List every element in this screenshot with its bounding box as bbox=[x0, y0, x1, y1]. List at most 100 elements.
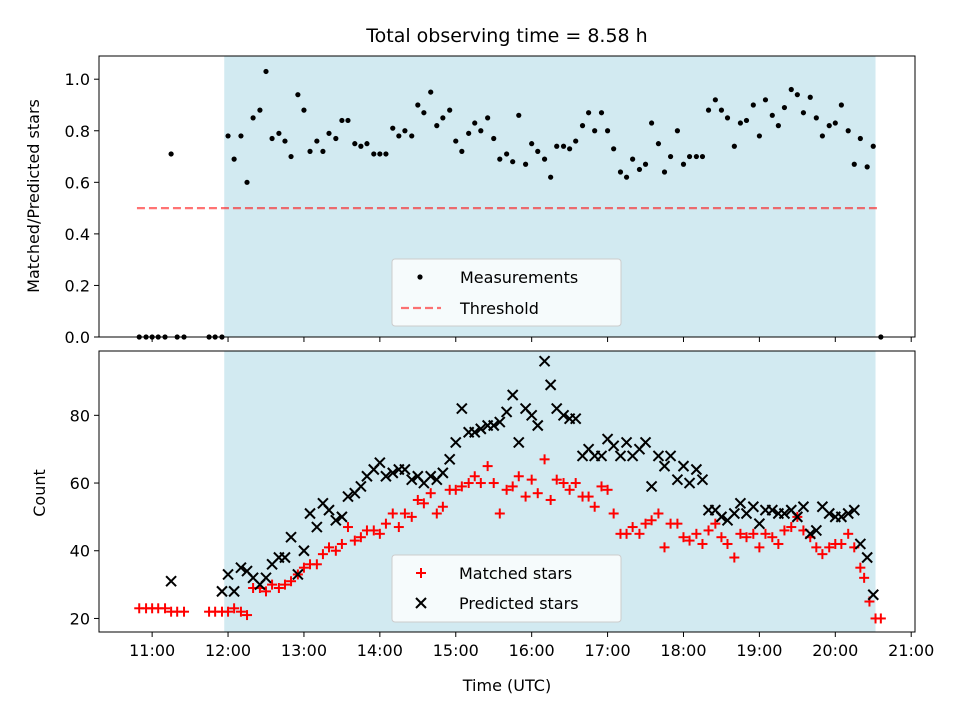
predicted-star-stroke-b bbox=[683, 477, 696, 489]
predicted-star-stroke-b bbox=[747, 501, 760, 513]
predicted-star-stroke-b bbox=[810, 524, 823, 537]
matched-star-point bbox=[608, 508, 619, 519]
measurement-point bbox=[453, 138, 459, 144]
matched-star-point bbox=[380, 518, 391, 529]
measurement-point bbox=[383, 151, 389, 157]
predicted-star-point bbox=[607, 440, 620, 452]
chart-title: Total observing time = 8.58 h bbox=[365, 25, 647, 47]
matched-star-point bbox=[393, 522, 404, 533]
measurement-point bbox=[667, 153, 674, 160]
matched-star-point bbox=[349, 535, 360, 546]
predicted-star-stroke-b bbox=[823, 507, 835, 520]
matched-star-point bbox=[779, 525, 790, 536]
predicted-star-stroke-b bbox=[506, 389, 519, 401]
predicted-star-stroke-b bbox=[443, 453, 456, 466]
predicted-star-stroke-b bbox=[595, 450, 608, 462]
matched-star-point bbox=[229, 603, 240, 614]
measurement-point bbox=[636, 166, 643, 173]
predicted-star-point bbox=[323, 504, 335, 516]
predicted-star-stroke-b bbox=[620, 436, 633, 449]
measurement-point bbox=[466, 130, 472, 136]
matched-star-point bbox=[539, 454, 550, 465]
ratio-y-tick-label: 1.0 bbox=[65, 70, 90, 89]
measurement-point bbox=[699, 153, 706, 160]
matched-star-point bbox=[760, 528, 771, 539]
matched-star-point bbox=[374, 528, 385, 539]
predicted-star-stroke-b bbox=[279, 551, 291, 564]
predicted-star-stroke-b bbox=[538, 355, 551, 367]
predicted-star-stroke-b bbox=[292, 568, 304, 581]
matched-star-point bbox=[621, 528, 632, 539]
measurement-point bbox=[352, 141, 358, 147]
measurement-point bbox=[705, 107, 712, 113]
predicted-star-point bbox=[330, 514, 342, 526]
legend-label-threshold: Threshold bbox=[459, 299, 539, 318]
matched-star-point bbox=[659, 542, 670, 553]
predicted-star-point bbox=[614, 450, 627, 462]
ratio-plot-frame bbox=[98, 55, 916, 338]
matched-star-point bbox=[425, 488, 436, 499]
measurement-point bbox=[345, 117, 351, 124]
predicted-star-point bbox=[406, 473, 418, 486]
predicted-star-stroke-b bbox=[241, 565, 253, 577]
measurement-point bbox=[510, 159, 516, 165]
ratio-y-tick-label: 0.0 bbox=[65, 328, 90, 347]
predicted-star-stroke-b bbox=[715, 511, 728, 523]
predicted-star-stroke-b bbox=[450, 436, 462, 449]
measurement-point bbox=[390, 125, 396, 131]
predicted-star-stroke-b bbox=[753, 517, 766, 530]
predicted-star-stroke-b bbox=[355, 480, 367, 493]
matched-star-point bbox=[469, 471, 480, 482]
matched-star-point bbox=[342, 522, 353, 533]
measurement-point bbox=[529, 141, 535, 147]
predicted-star-stroke-b bbox=[323, 504, 335, 516]
predicted-star-stroke-b bbox=[494, 416, 506, 428]
predicted-star-stroke-b bbox=[734, 497, 747, 510]
predicted-star-point bbox=[747, 501, 760, 513]
matched-star-point bbox=[456, 481, 467, 492]
measurement-point bbox=[295, 92, 301, 98]
measurement-point bbox=[231, 156, 237, 162]
predicted-star-point bbox=[810, 524, 823, 537]
predicted-star-point bbox=[652, 450, 665, 462]
matched-star-point bbox=[286, 576, 297, 587]
measurement-point bbox=[737, 120, 744, 126]
predicted-star-point bbox=[595, 450, 608, 462]
measurement-point bbox=[800, 110, 807, 116]
matched-star-point bbox=[596, 481, 607, 492]
measurement-point bbox=[314, 138, 320, 144]
measurement-point bbox=[244, 179, 250, 185]
predicted-star-point bbox=[380, 470, 392, 482]
predicted-star-point bbox=[797, 501, 810, 513]
matched-star-point bbox=[859, 572, 870, 583]
matched-star-point bbox=[406, 511, 417, 522]
predicted-star-point bbox=[456, 402, 468, 415]
predicted-star-stroke-b bbox=[690, 463, 703, 476]
x-tick-label: 13:00 bbox=[281, 641, 327, 660]
measurement-point bbox=[263, 68, 269, 75]
measurement-point bbox=[434, 123, 440, 129]
measurement-point bbox=[358, 143, 364, 149]
matched-star-point bbox=[786, 522, 797, 533]
legend-box bbox=[391, 554, 622, 623]
predicted-star-point bbox=[374, 457, 386, 469]
measurement-point bbox=[320, 148, 326, 154]
predicted-star-stroke-b bbox=[519, 402, 532, 415]
matched-star-point bbox=[501, 484, 512, 495]
matched-star-point bbox=[697, 538, 708, 549]
ratio-y-tick-label: 0.4 bbox=[65, 225, 90, 244]
measurement-point bbox=[377, 151, 383, 157]
predicted-star-point bbox=[311, 521, 323, 533]
measurement-point bbox=[794, 92, 800, 98]
measurement-point bbox=[491, 135, 497, 142]
matched-star-point bbox=[843, 528, 854, 539]
measurement-point bbox=[756, 133, 762, 139]
measurement-point bbox=[447, 107, 453, 113]
predicted-star-stroke-b bbox=[406, 473, 418, 486]
predicted-star-point bbox=[443, 453, 456, 466]
measurement-point bbox=[693, 153, 699, 160]
measurement-point bbox=[598, 110, 605, 116]
predicted-star-stroke-b bbox=[709, 504, 722, 516]
predicted-star-point bbox=[658, 460, 671, 472]
matched-star-point bbox=[507, 481, 518, 492]
